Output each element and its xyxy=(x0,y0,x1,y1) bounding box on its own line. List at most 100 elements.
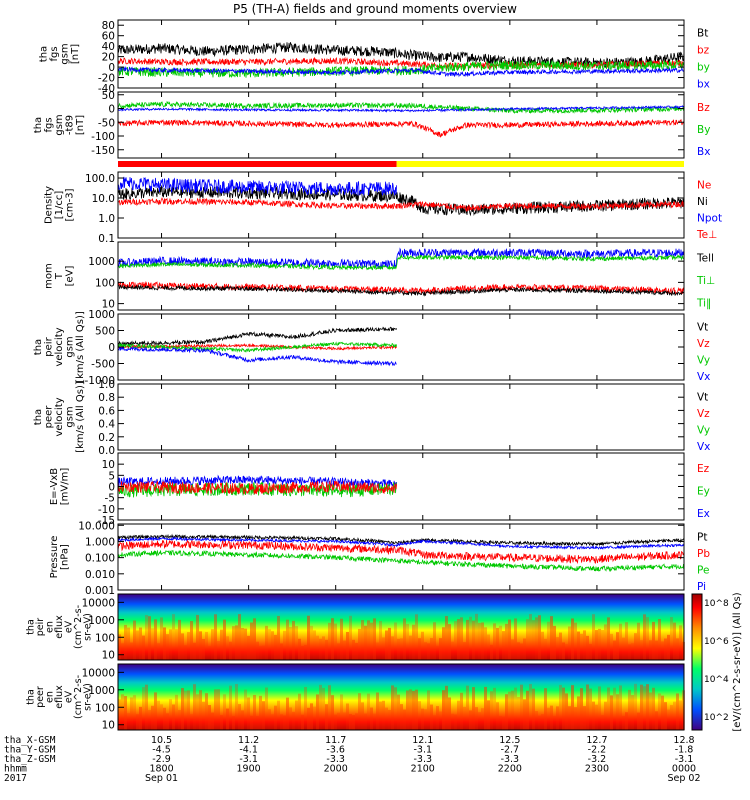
spectrogram-column xyxy=(382,637,385,660)
panel-pressure: 10.000 1.000 0.100 0.010 0.001 Pressure [nPa] P… xyxy=(49,520,711,597)
colorbar-tick-label: 10^8 xyxy=(704,599,729,609)
legend-By: By xyxy=(697,124,710,136)
spectrogram-column xyxy=(226,636,229,660)
y-tick-label: -50 xyxy=(98,117,115,129)
spectrogram-column xyxy=(490,691,493,730)
spectrogram-column xyxy=(481,708,484,730)
spectrogram-column xyxy=(601,629,604,660)
spectrogram-column xyxy=(646,617,649,660)
y-axis-label: fgs xyxy=(44,117,55,132)
y-axis-label: tha xyxy=(26,689,37,705)
spectrogram-column xyxy=(433,622,436,660)
spectrogram-column xyxy=(475,707,478,730)
spectrogram-column xyxy=(283,715,286,730)
y-tick-label: 0.4 xyxy=(98,419,115,431)
spectrogram-column xyxy=(358,628,361,660)
spectrogram-column xyxy=(637,622,640,660)
series-Ni xyxy=(118,184,684,217)
legend-Ni: Ni xyxy=(697,196,708,208)
spectrogram-column xyxy=(193,684,196,730)
spectrogram-column xyxy=(586,684,589,730)
legend-Ey: Ey xyxy=(697,486,710,498)
panel-series xyxy=(118,474,397,498)
spectrogram-column xyxy=(136,630,139,660)
y-axis-label: peer xyxy=(35,686,46,708)
x-axis-value: -3.6 xyxy=(326,745,345,756)
y-axis-label: en xyxy=(45,691,56,703)
y-tick-label: -100 xyxy=(91,131,115,143)
spectrogram-column xyxy=(640,684,643,730)
spectrogram-column xyxy=(322,636,325,660)
y-tick-label: 1000 xyxy=(88,256,115,268)
spectrogram-column xyxy=(256,641,259,660)
spectrogram-column xyxy=(295,626,298,660)
spectrogram-column xyxy=(388,709,391,730)
colorbar-rect xyxy=(691,593,703,731)
y-tick-label: 0.1 xyxy=(98,233,115,245)
y-axis-label: [nPa] xyxy=(59,544,70,570)
y-axis-label: tha xyxy=(33,117,44,133)
spectrogram-column xyxy=(406,690,409,730)
panel-frame xyxy=(117,383,685,451)
spectrogram-column xyxy=(565,693,568,730)
spectrogram-column xyxy=(154,692,157,730)
spectrogram-column xyxy=(655,640,658,660)
spectrogram-column xyxy=(517,642,520,660)
spectrogram-column xyxy=(613,640,616,660)
y-tick-label: 5 xyxy=(108,470,115,482)
spectrogram-column xyxy=(232,716,235,730)
spectrogram-column xyxy=(592,614,595,660)
spectrogram-column xyxy=(157,643,160,660)
spectrogram-column xyxy=(592,701,595,730)
spectrogram-column xyxy=(385,707,388,730)
spectrogram-column xyxy=(238,704,241,730)
y-tick-label: 0 xyxy=(108,342,115,354)
spectrogram-column xyxy=(610,633,613,660)
y-axis-label: fgs xyxy=(49,46,60,61)
spectrogram-column xyxy=(463,706,466,730)
spectrogram-column xyxy=(127,713,130,730)
spectrogram-column xyxy=(220,715,223,730)
spectrogram-column xyxy=(433,715,436,730)
spectrogram-column xyxy=(151,705,154,730)
spectrogram-column xyxy=(448,697,451,730)
spectrogram-column xyxy=(631,643,634,660)
spectrogram-column xyxy=(199,690,202,730)
y-axis-label: peir xyxy=(35,618,46,637)
spectrogram-column xyxy=(349,714,352,730)
spectrogram-column xyxy=(364,713,367,730)
legend-Npot: Npot xyxy=(697,212,722,224)
spectrogram-column xyxy=(376,692,379,730)
spectrogram-column xyxy=(205,631,208,660)
spectrogram-column xyxy=(625,622,628,660)
series-By xyxy=(118,100,684,115)
series-Pt xyxy=(118,533,684,547)
colorbar-tick-label: 10^6 xyxy=(704,637,729,647)
y-tick-label: 10000 xyxy=(82,597,115,609)
spectrogram-column xyxy=(172,704,175,730)
panel-frame xyxy=(117,523,685,591)
spectrogram-column xyxy=(397,638,400,660)
spectrogram-column xyxy=(130,642,133,660)
spectrogram-column xyxy=(427,643,430,660)
spectrogram-column xyxy=(310,703,313,730)
y-axis-label: E=-VxB xyxy=(49,468,60,505)
spectrogram-column xyxy=(637,712,640,730)
legend-Pe: Pe xyxy=(697,564,709,576)
spectrogram-column xyxy=(436,645,439,660)
panel-moments_t: 1000 100 10 mom T [eV] Tell Ti⊥ Ti‖ xyxy=(44,241,715,311)
mode-bar-slow xyxy=(118,161,397,167)
spectrogram-column xyxy=(160,704,163,730)
legend-Bx: Bx xyxy=(697,146,710,158)
spectrogram-column xyxy=(556,706,559,730)
y-axis-label: [1/cc] xyxy=(54,191,65,220)
y-axis-label: [nT] xyxy=(70,44,81,64)
spectrogram-column xyxy=(412,690,415,730)
series-Ez xyxy=(118,480,397,496)
y-axis-label: tha xyxy=(38,46,49,62)
y-axis-label: (cm^2-s- xyxy=(73,605,84,649)
spectrogram-column xyxy=(520,684,523,730)
x-axis-value: 0000 xyxy=(672,764,696,775)
spectrogram-column xyxy=(190,621,193,660)
